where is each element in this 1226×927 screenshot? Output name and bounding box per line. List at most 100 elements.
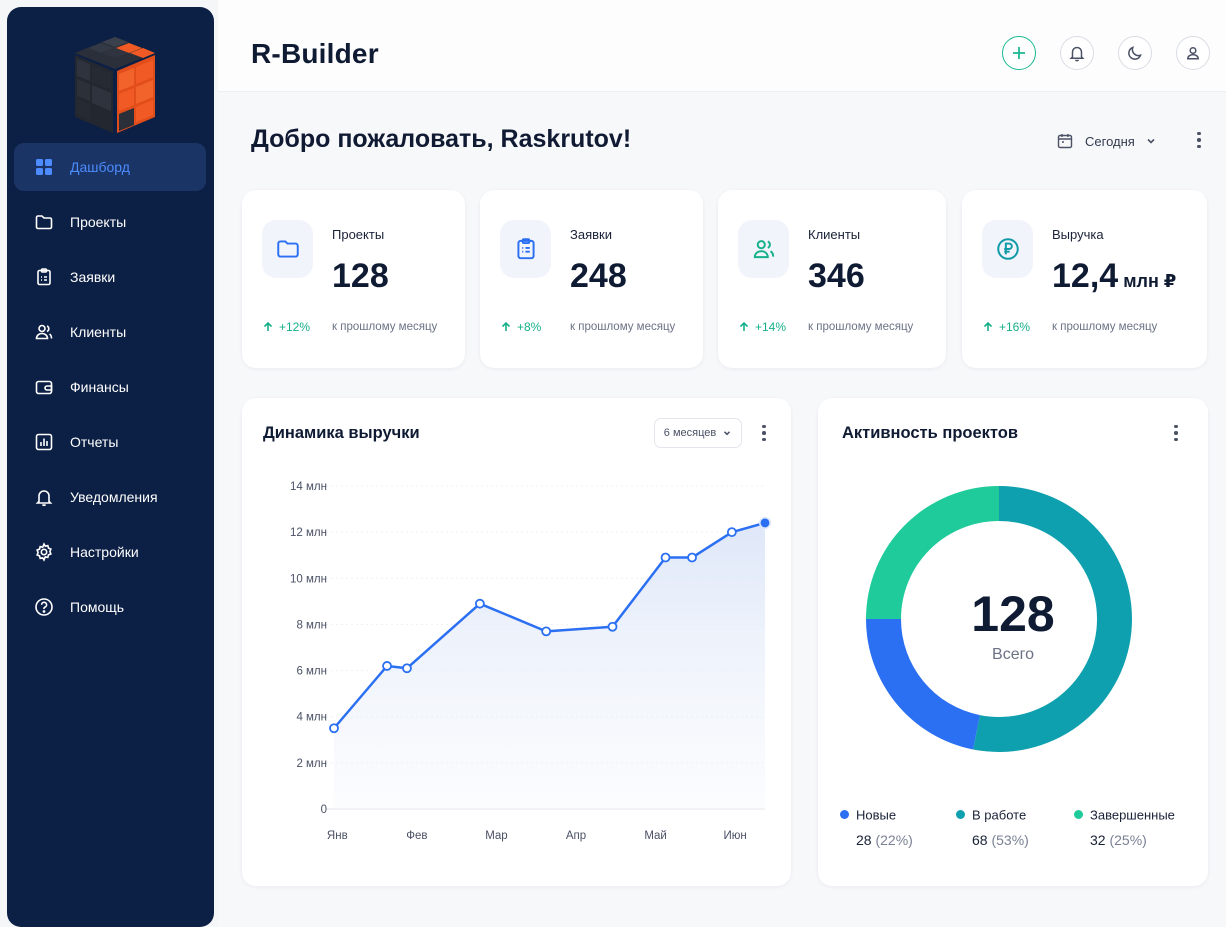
gear-icon [33,541,55,563]
clipboard-icon [33,266,55,288]
theme-toggle-button[interactable] [1118,36,1152,70]
stat-delta: +14% [738,320,786,334]
stat-label: Выручка [1052,227,1104,242]
sidebar-item-settings[interactable]: Настройки [14,528,206,576]
sidebar-item-label: Настройки [70,544,139,560]
stat-value: 12,4 млн ₽ [1052,257,1177,295]
x-tick-label: Июн [724,830,747,842]
stat-label: Заявки [570,227,612,242]
data-point [541,626,552,637]
series-line [333,521,766,730]
sidebar-item-dashboard[interactable]: Дашборд [14,143,206,191]
area-fill [334,522,765,809]
y-tick-label: 2 млн [296,758,327,770]
bell-icon [1069,46,1085,62]
sidebar-item-label: Помощь [70,599,125,615]
wallet-icon [33,376,55,398]
sidebar-item-label: Заявки [70,269,116,285]
y-tick-label: 8 млн [296,619,327,631]
x-tick-label: Май [644,830,667,842]
data-point [687,552,697,563]
bar-chart-icon [33,431,55,453]
add-button[interactable] [1002,36,1036,70]
activity-more-menu-button[interactable] [1166,421,1186,445]
donut-total-label: Всего [992,646,1034,663]
chevron-down-icon [1147,138,1155,144]
stat-delta: +16% [982,320,1030,334]
sidebar-item-finance[interactable]: Финансы [14,363,206,411]
profile-button[interactable] [1176,36,1210,70]
legend-dot [956,810,965,820]
data-point [726,527,737,538]
page-more-menu-button[interactable] [1189,128,1209,152]
x-tick-label: Фев [406,830,427,842]
users-icon [33,321,55,343]
stat-card-requests: Заявки 248 +8% к прошлому месяцу [480,190,703,368]
stat-delta: +12% [262,320,310,334]
user-icon [1187,46,1199,60]
revenue-line-chart: 0 2 млн 4 млн 6 млн 8 млн 10 млн 12 млн 14 млн Я… [290,481,771,842]
donut-total: 128 [971,586,1055,642]
chart-more-menu-button[interactable] [754,421,774,445]
arrow-up-icon [739,321,749,331]
y-tick-label: 0 [321,804,327,816]
sidebar-item-label: Уведомления [70,489,158,505]
plus-icon [1013,47,1025,59]
y-tick-label: 6 млн [296,666,327,678]
chevron-down-icon [724,431,731,436]
arrow-up-icon [501,321,511,331]
clipboard-icon [500,220,551,278]
stat-card-projects: Проекты 128 +12% к прошлому месяцу [242,190,465,368]
stat-label: Проекты [332,227,385,242]
data-point [474,598,485,609]
welcome-heading: Добро пожаловать, Raskrutov! [251,125,632,153]
folder-icon [33,211,55,233]
donut-slice-new [866,619,980,750]
y-tick-label: 12 млн [290,527,327,539]
data-point [607,621,618,632]
sidebar-item-projects[interactable]: Проекты [14,198,206,246]
y-tick-label: 14 млн [290,481,327,493]
sidebar-item-label: Отчеты [70,434,119,450]
sidebar-item-label: Дашборд [70,159,130,175]
stat-value: 128 [332,257,389,295]
sidebar-item-help[interactable]: Помощь [14,583,206,631]
moon-icon [1128,46,1142,60]
data-point [660,552,671,563]
donut-slice-in-progress [973,486,1132,752]
users-icon [738,220,789,278]
folder-icon [262,220,313,278]
main-content: R-Builder Добро пожаловать, Raskrutov! С… [218,0,1226,927]
legend-dot [1074,810,1083,820]
sidebar-item-notifications[interactable]: Уведомления [14,473,206,521]
bell-icon [33,486,55,508]
legend-dot [840,810,849,820]
legend-item-new: Новые 28 (22%) [840,806,913,848]
calendar-icon [1057,134,1073,149]
x-tick-label: Янв [327,830,348,842]
grid-icon [33,156,55,178]
logo-cube-icon [75,37,155,133]
panel-title: Активность проектов [842,424,1018,442]
y-tick-label: 10 млн [290,573,327,585]
ruble-icon [982,220,1033,278]
legend-item-completed: Завершенные 32 (25%) [1074,806,1175,848]
date-filter-dropdown[interactable]: Сегодня [1056,128,1157,154]
help-icon [33,596,55,618]
sidebar-item-label: Клиенты [70,324,127,340]
sidebar: Дашборд Проекты Заявки Клиенты Финансы [7,7,214,927]
notifications-button[interactable] [1060,36,1094,70]
x-tick-label: Мар [485,830,508,842]
range-dropdown[interactable]: 6 месяцев [654,418,742,448]
date-filter-label: Сегодня [1085,133,1135,149]
sidebar-item-requests[interactable]: Заявки [14,253,206,301]
sidebar-item-label: Проекты [70,214,127,230]
panel-title: Динамика выручки [263,424,420,442]
stat-label: Клиенты [808,227,861,242]
stat-value: 346 [808,257,865,295]
data-point [329,723,339,734]
sidebar-item-reports[interactable]: Отчеты [14,418,206,466]
sidebar-item-clients[interactable]: Клиенты [14,308,206,356]
legend-item-in-progress: В работе 68 (53%) [956,806,1029,848]
data-point [382,661,392,671]
